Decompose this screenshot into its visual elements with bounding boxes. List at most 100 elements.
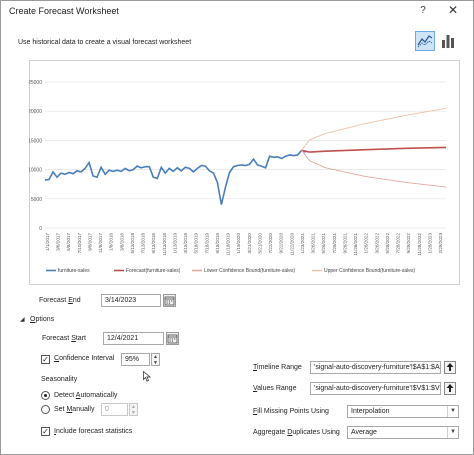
forecast-start-calendar-button[interactable] [166,332,179,345]
series-line-2 [301,150,447,188]
series-line-0 [44,149,307,205]
x-tick-label: 5/28/2022 [385,233,390,254]
series-line-1 [301,146,447,153]
legend-label: Upper Confidence Bound(furniture-sales) [324,268,415,274]
timeline-range-label: Timeline Range [253,364,302,371]
x-tick-label: 1/26/2022 [364,233,369,254]
set-manually-label: Set Manually [54,406,95,413]
timeline-range-select-button[interactable] [444,361,456,374]
x-tick-label: 11/22/2020 [289,233,294,256]
x-tick-label: 9/22/2020 [279,233,284,254]
forecast-end-label: Forecast End [39,297,81,304]
detect-automatically-label: Detect Automatically [54,392,118,399]
values-range-select-button[interactable] [444,382,456,395]
x-tick-label: 1/13/2019 [172,233,177,254]
confidence-interval-spinner[interactable]: ▲ ▼ [151,353,160,366]
aggregate-label: Aggregate Duplicates Using [253,429,340,436]
x-tick-label: 5/21/2020 [257,233,262,254]
x-tick-label: 11/28/2022 [417,233,422,256]
seasonality-label: Seasonality [41,376,78,383]
forecast-start-label: Forecast Start [42,335,86,342]
fill-missing-select[interactable]: Interpolation ▼ [347,405,459,418]
aggregate-select[interactable]: Average ▼ [347,426,459,439]
set-manually-spinner[interactable]: ▲ ▼ [129,403,138,416]
legend-label: furniture-sales [58,268,90,274]
x-tick-label: 9/28/2022 [406,233,411,254]
close-button[interactable]: ✕ [447,3,459,17]
options-label[interactable]: Options [30,316,55,323]
confidence-interval-label: Confidence Interval [54,355,115,362]
set-manually-input[interactable]: 0 [101,403,128,416]
x-tick-label: 1/1/2017 [45,233,50,251]
include-statistics-label: Include forecast statistics [54,428,133,435]
x-tick-label: 9/8/2017 [87,233,92,251]
y-tick-label: 20000 [29,109,42,115]
forecast-preview-chart: 0 5000 10000 15000 20000 25000 1/1/2017 3/6/201… [29,80,447,274]
x-tick-label: 5/8/2017 [66,233,71,251]
values-range-label: Values Range [253,385,297,392]
forecast-end-input[interactable]: 3/14/2023 [101,294,161,307]
x-tick-label: 7/18/2019 [204,233,209,254]
column-chart-type-button[interactable] [438,31,458,51]
x-tick-label: 3/15/2019 [183,233,188,254]
timeline-range-input[interactable]: 'signal-auto-discovery-furniture'!$A$1:$… [310,361,441,374]
y-tick-label: 10000 [29,168,42,174]
x-tick-label: 7/28/2022 [396,233,401,254]
help-button[interactable]: ? [420,5,426,16]
x-tick-label: 9/13/2018 [151,233,156,254]
include-statistics-checkbox[interactable]: ✓ [41,427,50,436]
x-tick-label: 11/8/2017 [98,233,103,254]
y-tick-label: 5000 [31,197,42,203]
x-tick-label: 1/19/2020 [236,233,241,254]
mouse-cursor-icon [143,371,151,382]
chevron-down-icon: ▼ [447,427,458,438]
line-chart-type-button[interactable] [415,31,435,51]
dialog-title: Create Forecast Worksheet [9,6,119,16]
line-chart-icon [417,35,433,48]
x-tick-label: 7/22/2020 [268,233,273,254]
x-tick-label: 3/8/2018 [119,233,124,251]
confidence-interval-checkbox[interactable]: ✓ [41,355,50,364]
options-collapse-icon[interactable]: ◢ [20,317,25,323]
x-tick-label: 7/10/2017 [77,233,82,254]
x-tick-label: 9/26/2021 [342,233,347,254]
x-tick-label: 3/26/2021 [311,233,316,254]
x-tick-label: 1/23/2021 [300,233,305,254]
x-tick-label: 11/18/2019 [226,233,231,256]
confidence-interval-input[interactable]: 95% [121,353,150,366]
chart-frame [29,60,460,285]
fill-missing-value: Interpolation [351,408,390,415]
set-manually-radio[interactable] [41,405,50,414]
y-tick-label: 25000 [29,80,42,86]
x-tick-label: 2/28/2023 [438,233,443,254]
x-tick-label: 3/21/2020 [247,233,252,254]
column-chart-icon [442,35,454,48]
calendar-icon [167,334,178,344]
forecast-end-calendar-button[interactable] [163,294,176,307]
aggregate-value: Average [351,429,377,436]
fill-missing-label: Fill Missing Points Using [253,408,329,415]
series-line-3 [301,107,447,151]
x-tick-label: 9/18/2019 [215,233,220,254]
x-tick-label: 7/26/2021 [332,233,337,254]
range-select-icon [446,384,454,392]
y-tick-label: 15000 [29,138,42,144]
x-tick-label: 1/8/2018 [109,233,114,251]
chevron-down-icon: ▼ [447,406,458,417]
detect-automatically-radio[interactable] [41,391,50,400]
legend-label: Lower Confidence Bound(furniture-sales) [204,268,295,274]
forecast-start-input[interactable]: 12/4/2021 [103,332,164,345]
x-tick-label: 5/26/2021 [321,233,326,254]
dialog-subtitle: Use historical data to create a visual f… [18,39,192,46]
legend-label: Forecast(furniture-sales) [126,268,181,274]
x-tick-label: 1/28/2023 [427,233,432,254]
x-tick-label: 5/13/2018 [130,233,135,254]
x-tick-label: 3/26/2022 [374,233,379,254]
calendar-icon [164,296,175,306]
x-tick-label: 7/13/2018 [141,233,146,254]
x-tick-label: 3/6/2017 [56,233,61,251]
x-tick-label: 11/26/2021 [353,233,358,256]
values-range-input[interactable]: 'signal-auto-discovery-furniture'!$V$1:$… [310,382,441,395]
x-tick-label: 5/18/2019 [194,233,199,254]
range-select-icon [446,363,454,371]
